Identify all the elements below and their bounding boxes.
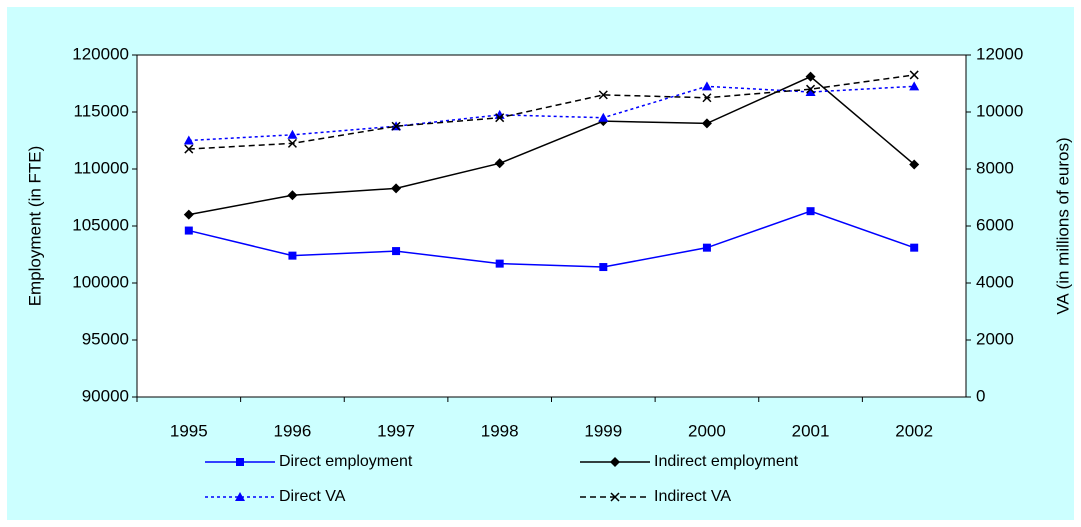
data-point: [805, 71, 816, 82]
y2-tick-label: 12000: [976, 44, 1023, 63]
y-tick-label: 100000: [72, 272, 129, 291]
data-point: [805, 87, 816, 97]
series-line: [188, 85, 915, 142]
x-tick-label: 1999: [584, 421, 622, 440]
series-line: [188, 74, 915, 150]
y-axis-label: Employment (in FTE): [25, 146, 44, 307]
data-point: [909, 70, 919, 80]
data-point: [909, 159, 920, 170]
x-tick-label: 2002: [895, 421, 933, 440]
legend-label: Direct VA: [279, 488, 346, 505]
data-point: [287, 138, 297, 148]
data-point: [806, 207, 815, 216]
x-tick-label: 1998: [481, 421, 519, 440]
data-point: [495, 259, 504, 268]
y2-tick-label: 10000: [976, 101, 1023, 120]
data-point: [183, 209, 194, 220]
legend-marker: [610, 492, 620, 502]
data-point: [910, 243, 919, 252]
data-point: [702, 93, 712, 103]
data-point: [287, 129, 298, 139]
x-tick-label: 2000: [688, 421, 726, 440]
data-point: [909, 81, 920, 91]
plot-area: [136, 54, 967, 398]
legend-marker: [236, 458, 244, 466]
y-tick-label: 105000: [72, 215, 129, 234]
y-tick-label: 90000: [82, 386, 129, 405]
legend-label: Indirect employment: [654, 453, 799, 470]
data-point: [392, 247, 401, 256]
x-tick-label: 1996: [274, 421, 312, 440]
data-point: [391, 183, 402, 194]
data-point: [701, 81, 712, 91]
series-line: [188, 210, 915, 268]
data-point: [495, 113, 505, 123]
data-point: [287, 190, 298, 201]
data-point: [701, 118, 712, 129]
y-tick-label: 115000: [74, 101, 129, 120]
legend-label: Indirect VA: [654, 488, 731, 505]
y-tick-label: 95000: [82, 329, 129, 348]
data-point: [494, 158, 505, 169]
data-point: [288, 251, 297, 260]
y2-axis-label: VA (in millions of euros): [1053, 137, 1072, 314]
data-point: [183, 135, 194, 145]
data-point: [598, 112, 609, 122]
y2-tick-label: 2000: [976, 329, 1014, 348]
legend-marker: [610, 457, 620, 467]
series-line: [188, 75, 915, 216]
data-point: [598, 90, 608, 100]
y-tick-label: 110000: [74, 158, 129, 177]
y2-tick-label: 0: [976, 386, 985, 405]
data-point: [599, 263, 608, 272]
data-point: [184, 226, 193, 235]
y-tick-label: 120000: [72, 44, 129, 63]
y2-tick-label: 6000: [976, 215, 1014, 234]
data-point: [806, 84, 816, 94]
x-tick-label: 2001: [792, 421, 830, 440]
legend-label: Direct employment: [279, 453, 413, 470]
data-point: [391, 121, 401, 131]
y2-tick-label: 8000: [976, 158, 1014, 177]
legend-marker: [235, 492, 245, 501]
y2-tick-label: 4000: [976, 272, 1014, 291]
x-tick-label: 1995: [170, 421, 208, 440]
x-tick-label: 1997: [377, 421, 415, 440]
data-point: [184, 144, 194, 154]
data-point: [702, 243, 711, 252]
